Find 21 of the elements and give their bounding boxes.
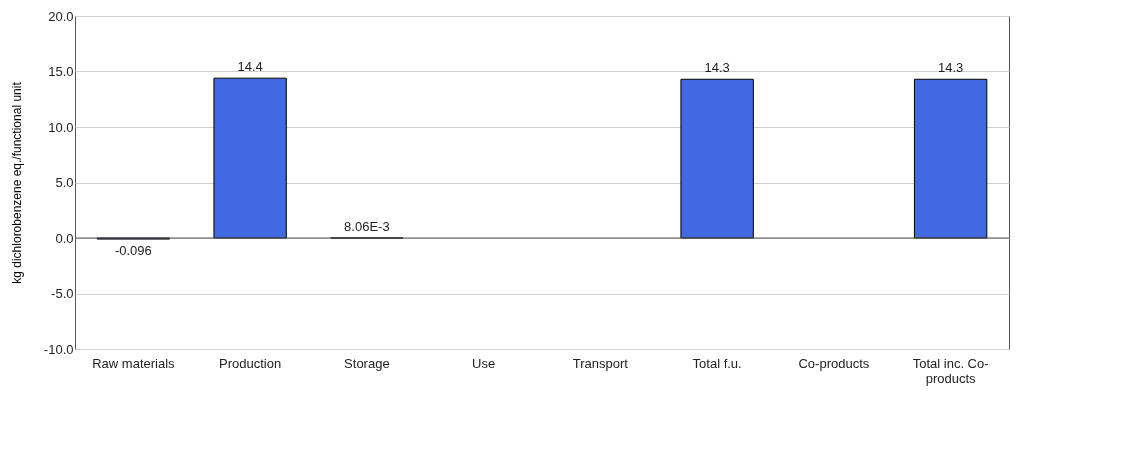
x-tick-label: Storage xyxy=(344,355,390,371)
y-tick-label: 5.0 xyxy=(55,175,74,190)
x-tick-label: Raw materials xyxy=(92,355,176,371)
data-label: 14.3 xyxy=(704,60,730,76)
x-tick-label: Total inc. Co-products xyxy=(912,355,989,386)
data-label: 14.4 xyxy=(237,59,263,75)
x-tick-label: Transport xyxy=(572,355,629,371)
y-tick-label: -5.0 xyxy=(51,286,74,301)
x-tick-label: Use xyxy=(472,355,496,371)
y-tick-label: 10.0 xyxy=(48,119,74,135)
data-label: 8.06E-3 xyxy=(344,218,390,234)
x-tick-label: Total f.u. xyxy=(692,355,742,371)
y-tick-label: -10.0 xyxy=(43,341,74,357)
x-tick-label: Co-products xyxy=(798,355,870,371)
y-tick-label: 15.0 xyxy=(48,64,74,79)
data-label: -0.096 xyxy=(114,243,152,259)
y-tick-label: 20.0 xyxy=(48,8,74,24)
y-axis-title: kg dichlorobenzene eq./functional unit xyxy=(9,81,24,284)
data-label: 14.3 xyxy=(937,60,964,76)
x-tick-label: Production xyxy=(219,355,282,371)
y-tick-label: 0.0 xyxy=(55,230,74,246)
